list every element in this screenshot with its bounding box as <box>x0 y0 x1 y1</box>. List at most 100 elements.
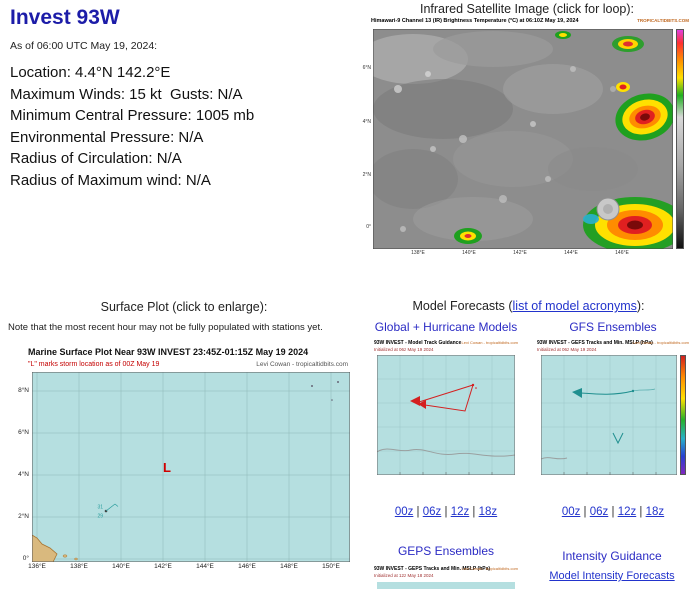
storm-radius-circulation-line: Radius of Circulation: N/A <box>10 150 182 167</box>
landmass <box>32 534 78 562</box>
surf-x-tick: 144°E <box>196 563 214 570</box>
link-separator: | <box>608 506 618 518</box>
run-link-12z[interactable]: 12z <box>450 506 470 518</box>
model-track-init: Initialized at 06z May 19 2024 <box>374 347 434 352</box>
satellite-image-title: Himawari-9 Channel 13 (IR) Brightness Te… <box>371 18 579 24</box>
surface-plot-heading: Surface Plot (click to enlarge): <box>100 300 268 314</box>
geps-tracks-image[interactable]: 93W INVEST - GEPS Tracks and Min. MSLP (… <box>371 564 521 589</box>
run-link-06z[interactable]: 06z <box>422 506 442 518</box>
intensity-guidance-heading: Intensity Guidance <box>562 549 662 563</box>
surf-y-tick: 4°N <box>18 471 29 478</box>
geps-title: 93W INVEST - GEPS Tracks and Min. MSLP (… <box>374 566 491 572</box>
sat-x-tick: 142°E <box>513 250 527 256</box>
storm-details: Location: 4.4°N 142.2°E Maximum Winds: 1… <box>10 62 254 191</box>
surface-plot-image[interactable]: Marine Surface Plot Near 93W INVEST 23:4… <box>16 344 352 578</box>
convection-blob-top-center <box>555 31 571 39</box>
mslp-colorbar <box>680 355 686 475</box>
station-plot: 31 29 <box>97 503 119 520</box>
satellite-colorbar <box>676 29 684 249</box>
geps-map-top-edge <box>377 582 515 589</box>
surf-x-tick: 146°E <box>238 563 256 570</box>
storm-asof-timestamp: As of 06:00 UTC May 19, 2024: <box>10 40 158 52</box>
run-link-06z[interactable]: 06z <box>589 506 609 518</box>
geps-credit: Levi Cowan - tropicaltidbits.com <box>461 566 518 571</box>
link-separator: | <box>636 506 646 518</box>
storm-L-marker: L <box>163 460 171 475</box>
gefs-tracks-image[interactable]: 93W INVEST - GEFS Tracks and Min. MSLP (… <box>534 338 692 490</box>
surf-y-tick: 0° <box>22 555 29 562</box>
global-models-heading: Global + Hurricane Models <box>374 320 518 334</box>
infrared-satellite-image[interactable]: Himawari-9 Channel 13 (IR) Brightness Te… <box>357 16 691 264</box>
surf-x-tick: 148°E <box>280 563 298 570</box>
page-title: Invest 93W <box>10 6 120 29</box>
gefs-credit: Levi Cowan - tropicaltidbits.com <box>632 340 689 345</box>
intensity-link-row: Model Intensity Forecasts <box>528 570 696 582</box>
satellite-credit: TROPICALTIDBITS.COM <box>637 18 689 23</box>
link-separator: | <box>441 506 451 518</box>
gfs-ensembles-run-links: 00z | 06z | 12z | 18z <box>534 506 692 518</box>
run-link-12z[interactable]: 12z <box>617 506 637 518</box>
sat-y-tick: 4°N <box>362 119 371 125</box>
gefs-init: Initialized at 06z May 19 2024 <box>537 347 597 352</box>
surf-y-tick: 8°N <box>18 387 29 394</box>
svg-text:29: 29 <box>97 514 103 520</box>
gfs-ensembles-heading: GFS Ensembles <box>569 320 657 334</box>
sat-y-tick: 6°N <box>362 65 371 71</box>
svg-text:31: 31 <box>97 505 103 511</box>
surf-y-tick: 6°N <box>18 429 29 436</box>
sat-x-tick: 138°E <box>411 250 425 256</box>
surf-x-tick: 142°E <box>154 563 172 570</box>
model-intensity-forecasts-link[interactable]: Model Intensity Forecasts <box>549 570 675 582</box>
sat-x-tick: 144°E <box>564 250 578 256</box>
run-link-00z[interactable]: 00z <box>561 506 581 518</box>
run-link-00z[interactable]: 00z <box>394 506 414 518</box>
link-separator: | <box>580 506 590 518</box>
surface-plot-note: Note that the most recent hour may not b… <box>8 322 323 333</box>
convection-blob-right <box>615 93 673 141</box>
storm-env-pressure-line: Environmental Pressure: N/A <box>10 128 204 146</box>
surf-y-tick: 2°N <box>18 513 29 520</box>
model-acronyms-link[interactable]: list of model acronyms <box>512 299 637 313</box>
storm-pressure-line: Minimum Central Pressure: 1005 mb <box>10 107 255 124</box>
distant-stations <box>311 381 339 401</box>
surf-x-tick: 150°E <box>322 563 340 570</box>
model-track-credit: Levi Cowan - tropicaltidbits.com <box>461 340 518 345</box>
ensemble-tracks <box>572 388 656 445</box>
model-tracks <box>410 383 477 412</box>
surface-plot-credit: Levi Cowan - tropicaltidbits.com <box>256 361 348 368</box>
model-forecasts-heading-prefix: Model Forecasts ( <box>412 299 513 313</box>
model-track-map <box>377 355 515 475</box>
run-link-18z[interactable]: 18z <box>478 506 498 518</box>
surface-plot-storm-note: "L" marks storm location as of 00Z May 1… <box>28 361 160 368</box>
storm-location-line: Location: 4.4°N 142.2°E <box>10 64 171 81</box>
model-track-title: 93W INVEST - Model Track Guidance <box>374 340 462 346</box>
satellite-cloud-imagery <box>373 29 673 249</box>
sat-y-tick: 2°N <box>362 172 371 178</box>
convection-blob-top-right <box>612 36 644 52</box>
link-separator: | <box>413 506 423 518</box>
map-grid <box>32 372 350 562</box>
model-forecasts-heading-suffix: ): <box>636 299 645 313</box>
surf-x-tick: 136°E <box>28 563 46 570</box>
surf-x-tick: 140°E <box>112 563 130 570</box>
coastline <box>541 457 568 460</box>
global-models-run-links: 00z | 06z | 12z | 18z <box>371 506 521 518</box>
run-link-18z[interactable]: 18z <box>645 506 665 518</box>
gefs-track-map <box>541 355 677 475</box>
sat-y-tick: 0° <box>366 224 371 230</box>
model-forecasts-heading: Model Forecasts (list of model acronyms)… <box>358 299 699 313</box>
low-cloud-swirl <box>596 197 620 221</box>
cloud-texture <box>373 31 638 241</box>
geps-init: Initialized at 12z May 18 2024 <box>374 573 434 578</box>
mini-grid <box>377 355 515 475</box>
convection-dot-right <box>616 82 630 92</box>
storm-max-winds-line: Maximum Winds: 15 kt Gusts: N/A <box>10 85 243 103</box>
surface-plot-map: 31 29 L <box>32 372 350 562</box>
satellite-section-heading: Infrared Satellite Image (click for loop… <box>420 2 634 16</box>
model-track-guidance-image[interactable]: 93W INVEST - Model Track Guidance Initia… <box>371 338 521 490</box>
surface-plot-title: Marine Surface Plot Near 93W INVEST 23:4… <box>28 347 309 357</box>
storm-radius-maxwind-line: Radius of Maximum wind: N/A <box>10 171 211 189</box>
sat-x-tick: 140°E <box>462 250 476 256</box>
link-separator: | <box>469 506 479 518</box>
mini-grid <box>541 355 677 475</box>
